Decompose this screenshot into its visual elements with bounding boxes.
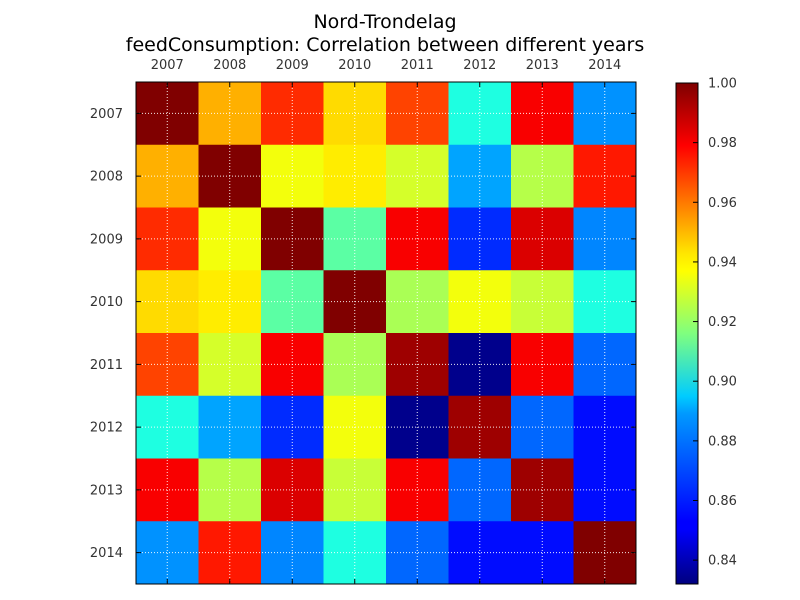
- y-tick-label: 2013: [90, 483, 123, 498]
- y-axis-ticks: 2007 2008 2009 2010 2011 2012 2013 2014: [90, 107, 636, 561]
- colorbar-tick-label: 0.94: [708, 255, 737, 270]
- plot-frame: [135, 81, 637, 585]
- colorbar-ticks: 1.00 0.98 0.96 0.94 0.92 0.90 0.88 0.86 0.84: [693, 77, 737, 569]
- x-tick-label: 2010: [338, 58, 371, 73]
- colorbar-tick-label: 1.00: [708, 77, 737, 92]
- x-tick-label: 2013: [526, 58, 559, 73]
- y-tick-label: 2008: [90, 170, 123, 185]
- heatmap-cell-2008-2011: [386, 144, 449, 208]
- y-tick-label: 2014: [90, 546, 123, 561]
- x-tick-label: 2012: [463, 58, 496, 73]
- heatmap-cell-2007-2011: [386, 82, 449, 146]
- x-tick-label: 2008: [213, 58, 246, 73]
- y-tick-label: 2012: [90, 421, 123, 436]
- heatmap-cell-2008-2013: [511, 144, 574, 208]
- x-tick-label: 2014: [588, 58, 621, 73]
- heatmap-cell-2009-2007: [136, 207, 199, 271]
- y-tick-label: 2007: [90, 107, 123, 122]
- y-tick-label: 2009: [90, 232, 123, 247]
- chart-subtitle: feedConsumption: Correlation between dif…: [126, 34, 644, 56]
- heatmap-cell-2008-2007: [136, 144, 199, 208]
- heatmap-cell-2009-2013: [511, 207, 574, 271]
- x-tick-label: 2011: [401, 58, 434, 73]
- colorbar-tick-label: 0.86: [708, 494, 737, 509]
- x-axis-ticks: 2007 2008 2009 2010 2011 2012 2013 2014: [151, 58, 621, 584]
- colorbar-tick-label: 0.96: [708, 196, 737, 211]
- heatmap-cell-2007-2013: [511, 82, 574, 146]
- heatmap-cell-2009-2011: [386, 207, 449, 271]
- heatmap-cell-2014-2007: [136, 521, 199, 585]
- heatmap-cell-2007-2012: [448, 82, 512, 146]
- colorbar-tick-label: 0.84: [708, 554, 737, 569]
- colorbar: [675, 82, 699, 585]
- colorbar-tick-label: 0.98: [708, 136, 737, 151]
- chart-title: Nord-Trondelag: [313, 11, 456, 33]
- heatmap-cell-2014-2012: [448, 521, 512, 585]
- colorbar-tick-label: 0.92: [708, 315, 737, 330]
- colorbar-tick-label: 0.88: [708, 434, 737, 449]
- y-tick-label: 2010: [90, 295, 123, 310]
- y-tick-label: 2011: [90, 358, 123, 373]
- heatmap-cell-2007-2007: [136, 82, 199, 146]
- heatmap-cells: [136, 82, 637, 585]
- heatmap-cell-2008-2012: [448, 144, 512, 208]
- x-tick-label: 2007: [151, 58, 184, 73]
- x-tick-label: 2009: [276, 58, 309, 73]
- heatmap-grid: [136, 82, 636, 584]
- heatmap-cell-2014-2011: [386, 521, 449, 585]
- colorbar-tick-label: 0.90: [708, 375, 737, 390]
- heatmap-cell-2009-2012: [448, 207, 512, 271]
- heatmap-cell-2014-2013: [511, 521, 574, 585]
